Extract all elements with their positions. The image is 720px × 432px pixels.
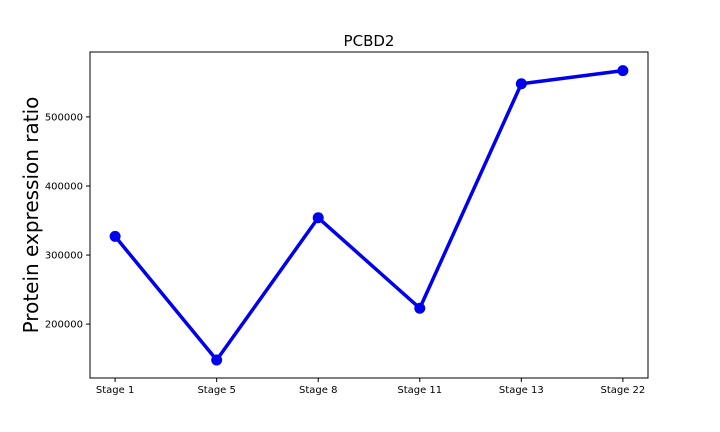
data-point (312, 212, 324, 224)
data-point (211, 354, 223, 366)
chart-title: PCBD2 (344, 32, 395, 50)
x-tick-label: Stage 1 (96, 385, 134, 396)
x-tick-label: Stage 22 (600, 385, 645, 396)
y-tick-label: 400000 (45, 181, 83, 192)
x-tick-label: Stage 13 (499, 385, 544, 396)
y-tick-label: 500000 (45, 112, 83, 123)
data-point (617, 65, 629, 77)
y-tick-label: 300000 (45, 251, 83, 262)
data-point (515, 78, 527, 90)
x-tick-label: Stage 8 (299, 385, 337, 396)
series-line (113, 68, 624, 362)
data-point (109, 230, 121, 242)
x-tick-label: Stage 11 (397, 385, 442, 396)
y-axis-label: Protein expression ratio (19, 97, 43, 334)
plot-frame (89, 51, 649, 379)
data-point (414, 302, 426, 314)
x-tick-label: Stage 5 (197, 385, 235, 396)
plot-area: 200000 300000 400000 500000 Stage 1 Stage 5 St… (45, 65, 645, 396)
y-tick-label: 200000 (45, 320, 83, 331)
